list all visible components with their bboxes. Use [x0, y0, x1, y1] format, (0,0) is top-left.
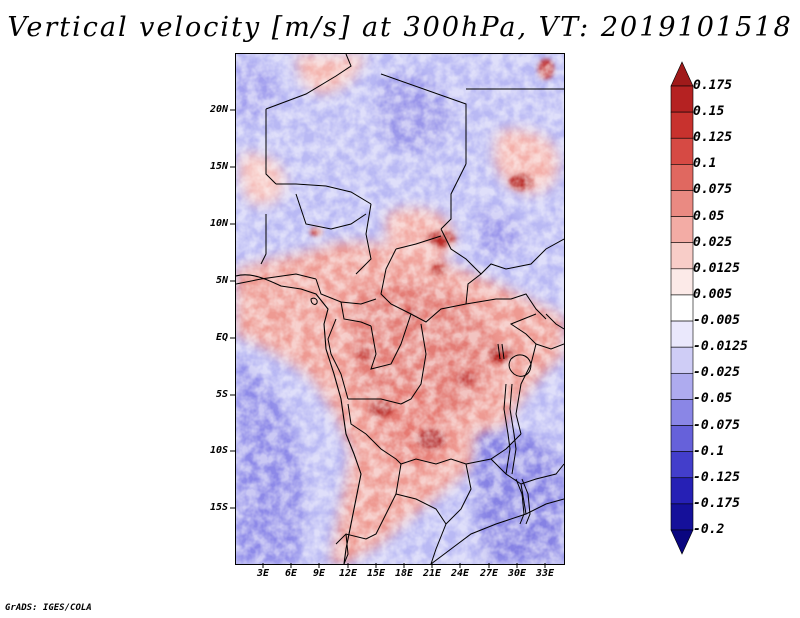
y-tick-label: 5S	[215, 389, 228, 400]
colorbar-tick-label: 0.005	[693, 286, 733, 302]
x-tick-label: 30E	[507, 568, 527, 579]
great-lakes	[497, 343, 532, 525]
x-tick-label: 15E	[366, 568, 386, 579]
y-tick-label: 5N	[215, 275, 228, 286]
x-tick-label: 3E	[256, 568, 270, 579]
colorbar-segment	[670, 216, 694, 244]
x-tick-label: 9E	[312, 568, 326, 579]
y-tick-label: 10N	[209, 218, 228, 229]
x-tick-label: 27E	[479, 568, 499, 579]
x-tick-label: 6E	[284, 568, 298, 579]
island-bioko	[310, 297, 318, 305]
y-tick-label: 10S	[209, 445, 228, 456]
colorbar-tick-label: -0.05	[693, 391, 733, 407]
x-tick-label: 24E	[450, 568, 470, 579]
colorbar-segment	[670, 399, 694, 426]
colorbar-segment	[670, 477, 694, 505]
colorbar-tick-label: -0.0125	[693, 339, 748, 355]
software-credit: GrADS: IGES/COLA	[5, 603, 92, 613]
colorbar-tick-label: 0.125	[693, 130, 733, 146]
colorbar-tick-label: 0.025	[693, 234, 733, 250]
colorbar-segment	[670, 294, 694, 322]
country-borders	[236, 54, 564, 564]
colorbar-segment	[670, 346, 694, 374]
colorbar-segment	[670, 164, 694, 191]
x-tick-label: 12E	[338, 568, 358, 579]
vertical-velocity-field	[236, 54, 564, 564]
x-tick-label: 18E	[394, 568, 414, 579]
colorbar-segment	[670, 320, 694, 348]
colorbar-tick-label: 0.175	[693, 78, 733, 93]
y-tick-label: 20N	[209, 104, 228, 115]
x-tick-label: 21E	[422, 568, 442, 579]
y-tick-label: EQ	[215, 332, 228, 343]
colorbar-tick-label: -0.125	[693, 469, 740, 485]
map-plot-area	[235, 53, 565, 565]
colorbar-tick-label: -0.2	[693, 522, 725, 537]
colorbar-tick-label: 0.075	[693, 182, 733, 198]
colorbar-segment	[670, 268, 694, 296]
colorbar-tick-label: 0.15	[693, 104, 725, 120]
colorbar-segment	[670, 372, 694, 400]
colorbar-tick-label: 0.05	[693, 208, 725, 224]
colorbar-tick-label: -0.005	[693, 313, 740, 329]
colorbar-bottom-arrow	[670, 529, 694, 555]
colorbar-segment	[670, 503, 694, 531]
colorbar-tick-label: 0.0125	[693, 260, 740, 276]
map-title: Vertical velocity [m/s] at 300hPa, VT: 2…	[7, 12, 793, 43]
colorbar-tick-label: -0.075	[693, 417, 740, 433]
colorbar-segment	[670, 190, 694, 217]
x-tick-label: 33E	[535, 568, 555, 579]
y-tick-label: 15N	[209, 161, 228, 172]
colorbar-tick-label: 0.1	[693, 156, 717, 172]
colorbar-segment	[670, 111, 694, 139]
colorbar	[670, 61, 694, 555]
colorbar-segment	[670, 137, 694, 165]
colorbar-tick-label: -0.175	[693, 495, 740, 511]
colorbar-tick-label: -0.025	[693, 365, 740, 381]
colorbar-segment	[670, 242, 694, 270]
colorbar-tick-label: -0.1	[693, 443, 725, 459]
colorbar-segment	[670, 85, 694, 113]
colorbar-segment	[670, 425, 694, 452]
atlantic-coastline	[236, 274, 362, 564]
y-tick-label: 15S	[209, 502, 228, 513]
colorbar-segment	[670, 451, 694, 479]
colorbar-top-arrow	[670, 61, 694, 87]
